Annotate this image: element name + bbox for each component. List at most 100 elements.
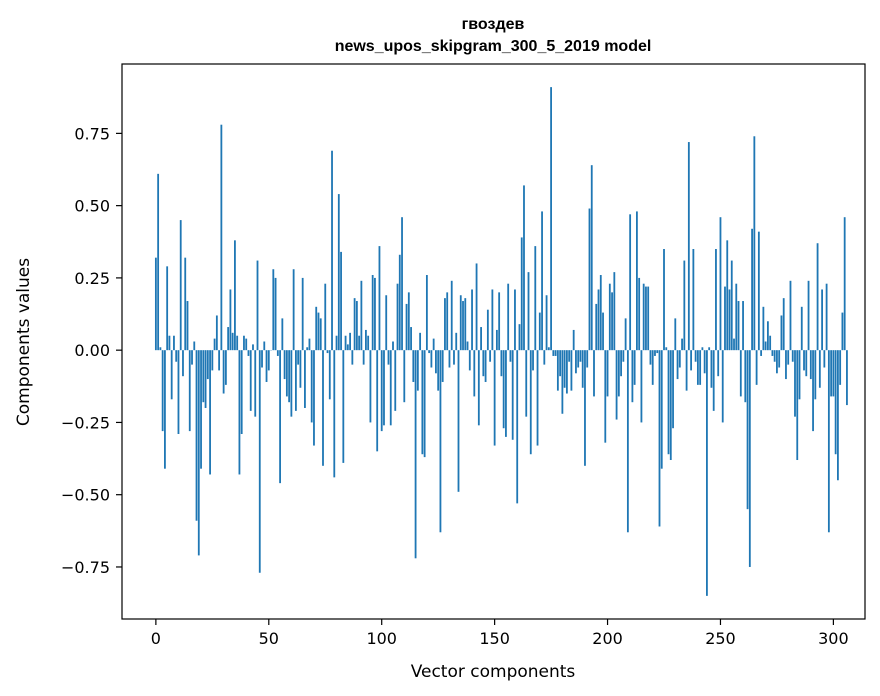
bar	[486, 309, 489, 351]
bar	[737, 301, 740, 351]
bar	[204, 350, 207, 408]
bar	[432, 338, 435, 351]
bar	[448, 350, 451, 368]
bar	[538, 312, 541, 351]
bar	[586, 350, 589, 368]
bar	[450, 280, 453, 351]
bar	[274, 277, 277, 351]
bar	[437, 350, 440, 391]
bar	[340, 251, 342, 351]
bar	[823, 350, 826, 368]
bar	[346, 344, 349, 351]
x-axis-label: Vector components	[411, 662, 576, 682]
bar	[746, 350, 749, 510]
y-axis-label: Components values	[14, 258, 34, 426]
x-tick-label: 250	[705, 629, 736, 648]
bar	[290, 350, 293, 417]
bar	[439, 350, 442, 533]
bar	[821, 289, 823, 351]
bar	[620, 350, 622, 377]
bar	[696, 350, 699, 385]
bar	[177, 350, 180, 434]
bar	[236, 335, 239, 351]
bar	[297, 350, 300, 365]
bar	[414, 350, 417, 559]
bar	[846, 350, 848, 406]
bar	[453, 350, 455, 365]
x-tick-label: 50	[259, 629, 279, 648]
bar	[687, 142, 690, 351]
bar	[184, 257, 187, 351]
x-tick-label: 200	[592, 629, 623, 648]
bar	[561, 350, 564, 414]
bar	[577, 350, 580, 368]
bar	[837, 350, 839, 481]
bar	[403, 350, 406, 403]
bar	[656, 350, 659, 354]
bar	[471, 289, 473, 351]
bar	[351, 350, 354, 365]
bar	[841, 312, 844, 351]
bar	[624, 318, 627, 351]
bar	[326, 350, 329, 354]
bar	[672, 350, 674, 429]
bar	[419, 332, 422, 351]
bar	[428, 350, 431, 354]
bar	[638, 277, 641, 351]
bar	[360, 280, 363, 351]
bar	[455, 332, 458, 351]
y-tick-label: 0.25	[74, 269, 110, 288]
bar	[712, 350, 715, 411]
bar	[520, 237, 523, 351]
bar	[475, 263, 478, 351]
bar	[261, 350, 263, 368]
bar	[222, 350, 225, 394]
bar	[751, 228, 753, 351]
bar	[658, 350, 661, 527]
bar	[748, 350, 751, 567]
bar	[803, 350, 805, 371]
bar	[369, 350, 372, 423]
bar	[719, 217, 722, 351]
bar	[735, 283, 738, 351]
bar	[405, 303, 408, 351]
bar	[421, 350, 424, 455]
bar	[518, 324, 521, 351]
bar	[195, 350, 198, 521]
bar	[532, 350, 534, 371]
bar	[825, 283, 828, 351]
bar	[674, 318, 677, 351]
bar	[396, 283, 399, 351]
bar	[502, 350, 505, 429]
bar	[617, 350, 620, 397]
bar	[159, 347, 162, 351]
bar	[376, 350, 379, 452]
bar	[534, 246, 537, 351]
bar	[608, 283, 611, 351]
bar	[179, 220, 182, 351]
bar	[412, 350, 415, 382]
bar	[243, 335, 245, 351]
bar	[333, 350, 336, 478]
bar	[466, 341, 469, 351]
bar	[778, 350, 781, 368]
bar	[543, 350, 546, 365]
bar	[584, 350, 586, 466]
bar	[349, 332, 351, 351]
bar	[554, 350, 557, 356]
bar	[254, 350, 257, 417]
x-tick-label: 150	[479, 629, 510, 648]
bar	[708, 347, 711, 351]
bar	[154, 257, 157, 351]
bar	[324, 283, 327, 351]
bar	[446, 292, 449, 351]
bar	[780, 315, 783, 351]
bar	[288, 350, 291, 403]
bar	[394, 350, 397, 411]
bar	[814, 350, 817, 400]
bar	[834, 350, 837, 455]
bar	[166, 266, 169, 351]
bar	[789, 280, 792, 351]
bar	[602, 312, 604, 351]
